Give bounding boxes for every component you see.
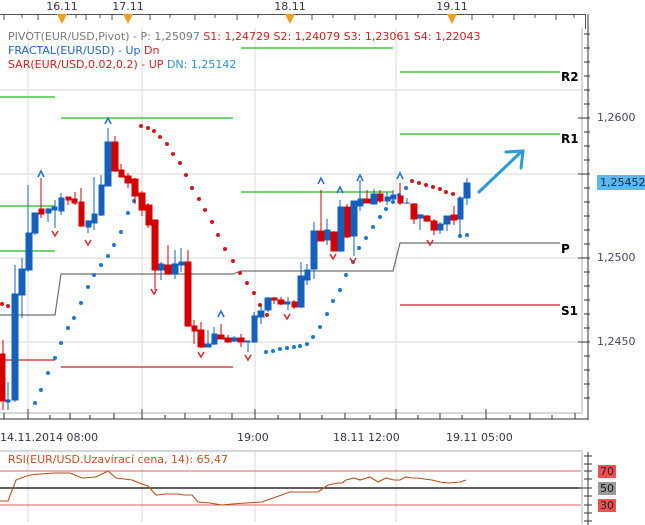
rsi-indicator-label[interactable]: RSI(EUR/USD.Uzavírací cena, 14): 65,47 [8, 453, 229, 466]
fractal-up-label: Up [125, 44, 141, 57]
price-label-1-2600: 1,2600 [597, 111, 636, 124]
time-label-0: 14.11.2014 08:00 [0, 431, 99, 444]
legend-fractal[interactable]: FRACTAL(EUR/USD) - Up Dn [8, 43, 159, 58]
main-chart-frame[interactable] [0, 28, 583, 414]
rsi-level-70: 70 [598, 465, 616, 478]
candlesticks [0, 128, 471, 410]
pivot-line [0, 242, 560, 316]
date-label-18-11: 18.11 [274, 0, 306, 13]
sar-dn-value: DN: 1,25142 [166, 58, 237, 71]
date-label-17-11: 17.11 [112, 0, 144, 13]
rsi-panel-frame[interactable] [0, 450, 583, 524]
price-label-1-2500: 1,2500 [597, 251, 636, 264]
current-price-badge: 1,25452 [597, 175, 645, 190]
grid-lines [0, 28, 581, 412]
time-label-3: 19.11 05:00 [446, 431, 513, 444]
time-axis-ticks [3, 409, 576, 419]
sar-down-dots [0, 124, 455, 317]
time-label-1: 19:00 [237, 431, 269, 444]
price-axis-ticks [578, 33, 590, 399]
pivot-s3-value: S3: 1,23061 [343, 30, 411, 43]
pivot-label-r2: R2 [561, 70, 579, 84]
rsi-chart[interactable] [0, 450, 600, 525]
pivot-label-p: P [561, 242, 570, 256]
pivot-label-s1: S1 [561, 304, 578, 318]
pivot-s1-value: S1: 1,24729 [203, 30, 270, 43]
legend-pivot[interactable]: PIVOT(EUR/USD,Pivot) - P: 1,25097 S1: 1,… [8, 29, 481, 44]
price-chart[interactable] [0, 0, 590, 420]
pivot-s4-value: S4: 1,22043 [413, 30, 481, 43]
pivot-s2-value: S2: 1,24079 [273, 30, 341, 43]
rsi-line [0, 470, 467, 506]
pivot-label-r1: R1 [561, 132, 579, 146]
trend-arrow-drawing [477, 149, 525, 194]
fractal-dn-label: Dn [144, 44, 160, 57]
sar-indicator-name: SAR(EUR/USD,0.02,0.2) - [8, 58, 146, 71]
legend-sar[interactable]: SAR(EUR/USD,0.02,0.2) - UP DN: 1,25142 [8, 57, 236, 72]
rsi-level-50: 50 [598, 482, 616, 495]
fractal-down-markers [51, 230, 434, 362]
rsi-level-30: 30 [598, 499, 616, 512]
time-label-2: 18.11 12:00 [333, 431, 400, 444]
pivot-indicator-name: PIVOT(EUR/USD,Pivot) - [8, 30, 137, 43]
date-label-19-11: 19.11 [436, 0, 468, 13]
sar-up-dots [33, 186, 469, 405]
price-label-1-2450: 1,2450 [597, 335, 636, 348]
fractal-up-markers [37, 116, 404, 318]
date-label-16-11: 16.11 [46, 0, 78, 13]
top-ruler-ticks [3, 14, 575, 24]
fractal-indicator-name: FRACTAL(EUR/USD) - [8, 44, 122, 57]
pivot-p-value: P: 1,25097 [140, 30, 200, 43]
support-lines [0, 304, 560, 368]
sar-up-label: UP [148, 58, 164, 71]
